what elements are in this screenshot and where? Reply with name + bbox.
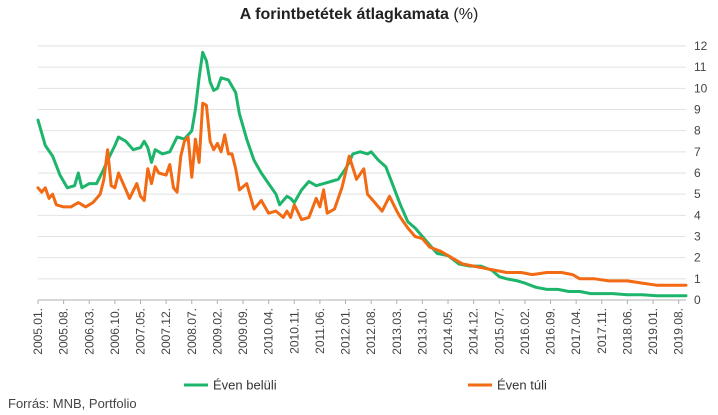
x-tick-label: 2009.02. <box>210 308 224 355</box>
x-tick-label: 2007.05. <box>134 308 148 355</box>
series-line-even-tuli <box>36 101 688 287</box>
y-tick-label: 4 <box>694 208 701 222</box>
legend: Éven belüli Éven túli <box>184 378 547 393</box>
x-tick-label: 2010.04. <box>262 308 276 355</box>
legend-label: Éven belüli <box>213 378 277 393</box>
x-tick-label: 2014.05. <box>441 308 455 355</box>
y-tick-label: 5 <box>694 187 701 201</box>
x-tick-label: 2016.09. <box>544 308 558 355</box>
y-tick-label: 8 <box>694 124 701 138</box>
y-tick-label: 11 <box>694 60 707 74</box>
x-tick-label: 2005.08. <box>57 308 71 355</box>
source-note: Forrás: MNB, Portfolio <box>8 396 137 411</box>
chart-title-unit: (%) <box>453 6 479 23</box>
legend-label: Éven túli <box>497 378 547 393</box>
x-axis: 2005.01. 2005.08. 2006.03. 2006.10. 2007.05.… <box>31 300 686 355</box>
x-tick-label: 2010.11. <box>287 308 301 354</box>
series-lines <box>36 50 688 298</box>
x-tick-label: 2013.03. <box>390 308 404 355</box>
x-tick-label: 2006.10. <box>108 308 122 355</box>
y-tick-label: 9 <box>694 103 701 117</box>
chart-title-text: A forintbetétek átlagkamata <box>239 6 449 23</box>
y-tick-label: 0 <box>694 293 701 307</box>
x-tick-label: 2015.07. <box>492 308 506 355</box>
x-tick-label: 2006.03. <box>82 308 96 355</box>
x-tick-label: 2011.06. <box>313 308 327 354</box>
x-tick-label: 2008.07. <box>185 308 199 355</box>
x-tick-label: 2017.04. <box>569 308 583 355</box>
x-tick-label: 2009.09. <box>236 308 250 355</box>
series-line-even-beluli <box>36 50 688 298</box>
y-tick-label: 7 <box>694 145 701 159</box>
x-tick-label: 2017.11. <box>595 308 609 354</box>
y-tick-label: 2 <box>694 251 701 265</box>
y-tick-label: 3 <box>694 230 701 244</box>
x-tick-label: 2013.10. <box>415 308 429 355</box>
x-tick-label: 2019.08. <box>672 308 686 355</box>
y-tick-label: 1 <box>694 272 701 286</box>
x-tick-label: 2012.08. <box>364 308 378 355</box>
x-tick-label: 2005.01. <box>31 308 45 355</box>
x-tick-label: 2012.01. <box>339 308 353 355</box>
y-tick-label: 10 <box>694 81 708 95</box>
x-tick-label: 2016.02. <box>518 308 532 355</box>
y-tick-label: 6 <box>694 166 701 180</box>
x-tick-label: 2019.01. <box>646 308 660 355</box>
y-tick-label: 12 <box>694 39 708 53</box>
x-tick-label: 2014.12. <box>467 308 481 355</box>
chart-title: A forintbetétek átlagkamata (%) <box>0 6 718 24</box>
x-tick-label: 2018.06. <box>620 308 634 355</box>
x-tick-label: 2007.12. <box>159 308 173 355</box>
